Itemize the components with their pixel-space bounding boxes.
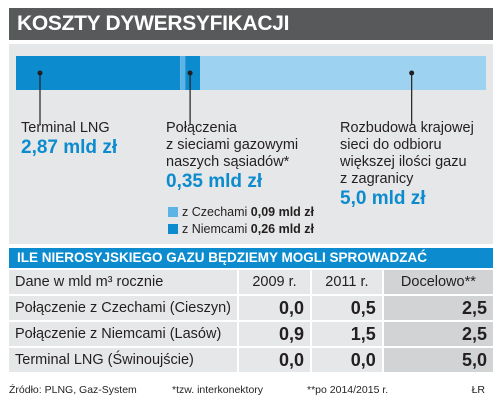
table-cell: 1,5 bbox=[311, 320, 384, 347]
table-header-cell: Dane w mld m³ rocznie bbox=[9, 270, 239, 295]
stacked-bar-chart bbox=[16, 56, 486, 124]
table-row-label: Terminal LNG (Świnoujście) bbox=[9, 346, 239, 372]
table-cell: 2,5 bbox=[382, 294, 493, 321]
terminal-lng-leader-dot bbox=[37, 70, 43, 76]
label-interconnectors-line3: naszych sąsiadów* bbox=[166, 154, 290, 170]
bar-segment-network-expansion bbox=[200, 56, 486, 90]
footnote-target: **po 2014/2015 r. bbox=[307, 384, 389, 396]
legend-germany-value: 0,26 mld zł bbox=[250, 222, 315, 236]
bar-group bbox=[16, 56, 486, 90]
table-cell: 0,5 bbox=[311, 294, 384, 321]
label-expansion-line3: większej ilości gazu bbox=[340, 154, 467, 170]
table-cell: 0,9 bbox=[238, 320, 313, 347]
label-expansion-line1: Rozbudowa krajowej bbox=[340, 120, 474, 136]
interconnectors-leader-dot bbox=[187, 70, 193, 76]
table-row-label: Połączenie z Niemcami (Lasów) bbox=[9, 320, 239, 347]
bar-segment-germany bbox=[185, 56, 201, 90]
bar-segment-terminal-lng bbox=[16, 56, 181, 90]
label-interconnectors-line1: Połączenia bbox=[166, 120, 237, 136]
legend-germany: z Niemcami 0,26 mld zł bbox=[168, 221, 314, 237]
label-expansion-line4: z zagranicy bbox=[340, 171, 414, 187]
footnote-interconnectors: *tzw. interkonektory bbox=[172, 384, 264, 396]
legend-czech-swatch bbox=[168, 207, 178, 217]
label-expansion-line2: sieci do odbioru bbox=[340, 137, 442, 153]
label-terminal-lng-name: Terminal LNG bbox=[21, 120, 110, 136]
label-terminal-lng: Terminal LNG 2,87 mld zł bbox=[21, 120, 117, 159]
import-capacity-table: Dane w mld m³ rocznie 2009 r. 2011 r. Do… bbox=[9, 270, 493, 372]
table-cell: 2,5 bbox=[382, 320, 493, 347]
footnotes: Źródło: PLNG, Gaz-System *tzw. interkone… bbox=[9, 384, 493, 398]
bar-segment-czech bbox=[180, 56, 186, 90]
table-row-label: Połączenie z Czechami (Cieszyn) bbox=[9, 294, 239, 321]
table-cell: 0,0 bbox=[238, 346, 313, 372]
table-header-row: Dane w mld m³ rocznie 2009 r. 2011 r. Do… bbox=[9, 270, 493, 295]
label-interconnectors-line2: z sieciami gazowymi bbox=[166, 137, 299, 153]
label-terminal-lng-value: 2,87 mld zł bbox=[21, 137, 118, 158]
table-cell: 0,0 bbox=[311, 346, 384, 372]
table-cell: 0,0 bbox=[238, 294, 313, 321]
legend-czech-label: z Czechami bbox=[182, 205, 248, 219]
table-header-cell: Docelowo** bbox=[382, 270, 493, 295]
table-row: Połączenie z Czechami (Cieszyn) 0,0 0,5 … bbox=[9, 294, 493, 321]
cost-chart-panel: Terminal LNG 2,87 mld zł Połączenia z si… bbox=[9, 44, 493, 244]
author-credit: ŁR bbox=[471, 384, 485, 396]
leader-lines bbox=[37, 70, 415, 124]
table-row: Połączenie z Niemcami (Lasów) 0,9 1,5 2,… bbox=[9, 320, 493, 347]
table-title: ILE NIEROSYJSKIEGO GAZU BĘDZIEMY MOGLI S… bbox=[9, 248, 493, 268]
legend-czech: z Czechami 0,09 mld zł bbox=[168, 204, 314, 220]
label-interconnectors-value: 0,35 mld zł bbox=[166, 171, 263, 192]
legend-czech-value: 0,09 mld zł bbox=[250, 205, 315, 219]
table-header-cell: 2009 r. bbox=[238, 270, 313, 295]
table-cell: 5,0 bbox=[382, 346, 493, 372]
table-row: Terminal LNG (Świnoujście) 0,0 0,0 5,0 bbox=[9, 346, 493, 372]
page-title: KOSZTY DYWERSYFIKACJI bbox=[9, 8, 493, 40]
legend-germany-swatch bbox=[168, 224, 178, 234]
label-expansion-value: 5,0 mld zł bbox=[340, 188, 426, 209]
source-note: Źródło: PLNG, Gaz-System bbox=[9, 384, 137, 396]
legend-germany-label: z Niemcami bbox=[182, 222, 248, 236]
label-interconnectors: Połączenia z sieciami gazowymi naszych s… bbox=[166, 120, 298, 193]
network-expansion-leader-dot bbox=[409, 70, 415, 76]
table-header-cell: 2011 r. bbox=[311, 270, 384, 295]
label-expansion: Rozbudowa krajowej sieci do odbioru więk… bbox=[340, 120, 474, 210]
